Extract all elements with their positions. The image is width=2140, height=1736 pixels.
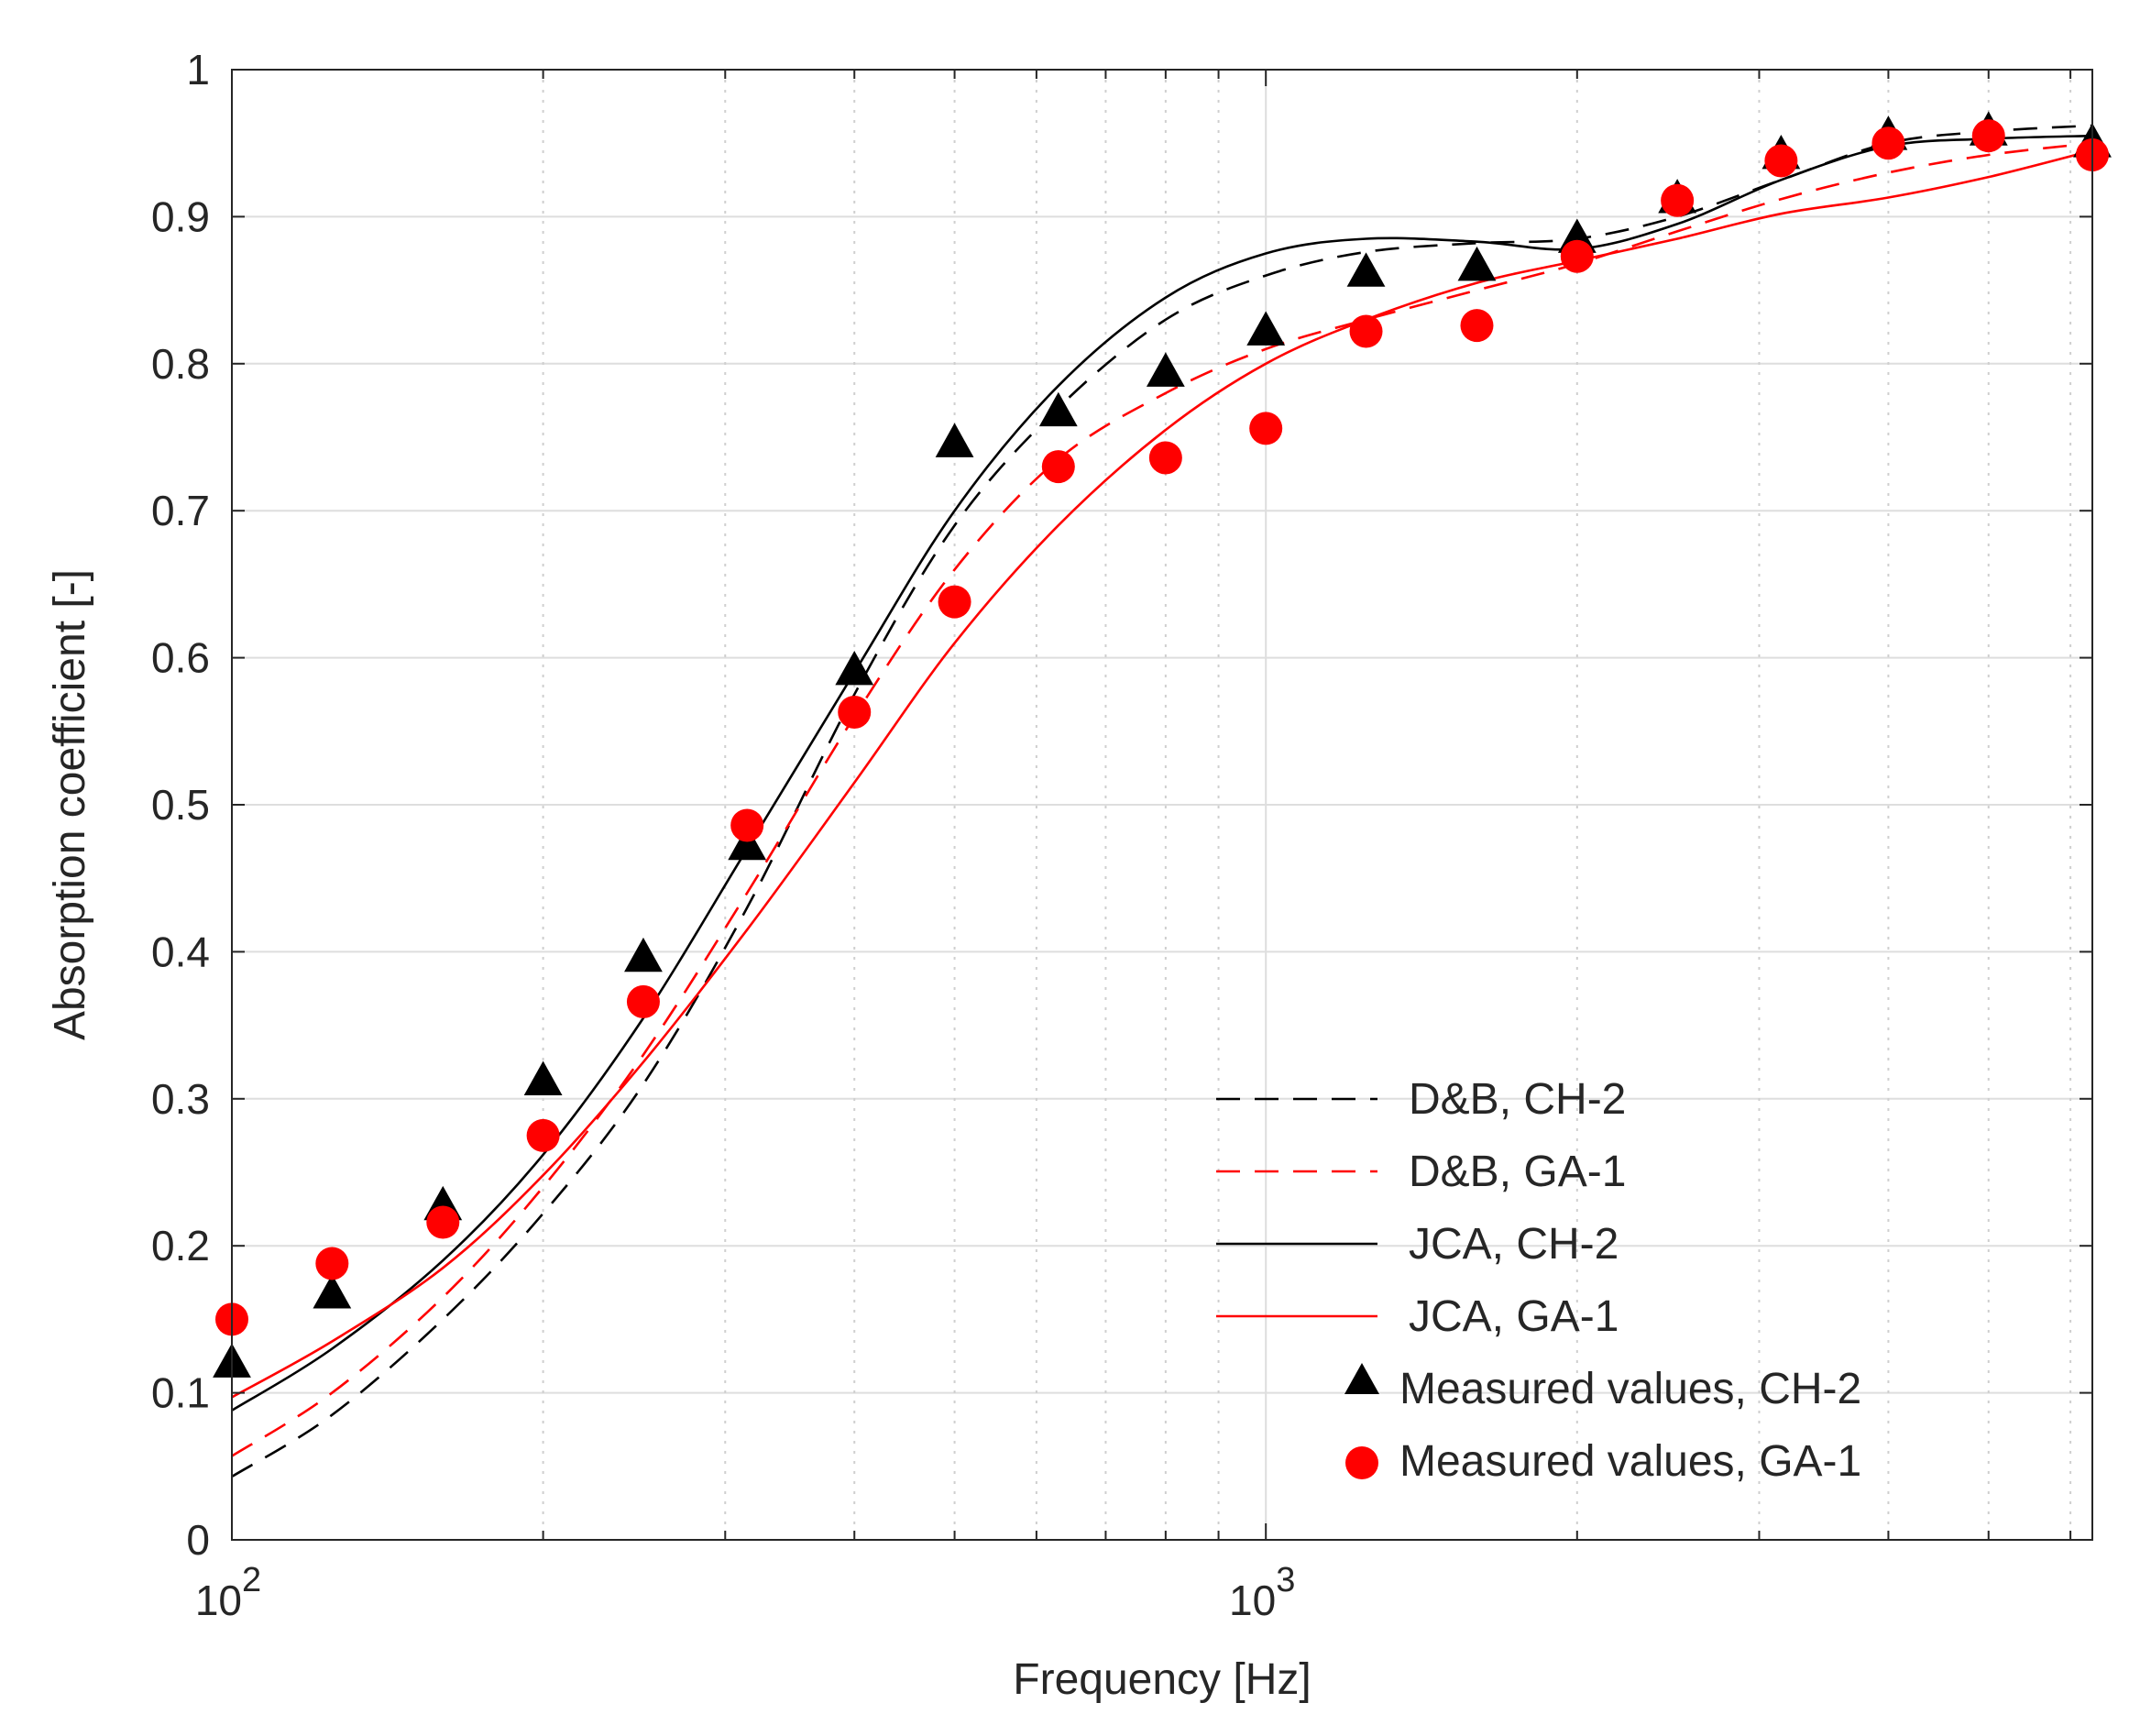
- legend-swatch-measured-values-ch-2: [1344, 1363, 1379, 1394]
- legend-label-d-b-ga-1: D&B, GA-1: [1409, 1148, 1626, 1196]
- y-tick-label: 0.4: [151, 928, 210, 975]
- marker-measured-values-ch-2: [1457, 246, 1497, 281]
- marker-measured-values-ga-1: [526, 1118, 560, 1152]
- y-tick-label: 0.5: [151, 781, 210, 829]
- legend-label-d-b-ch-2: D&B, CH-2: [1409, 1075, 1626, 1124]
- marker-measured-values-ga-1: [1661, 183, 1695, 217]
- series-line-jca-ga-1: [231, 148, 2093, 1399]
- marker-measured-values-ga-1: [1249, 412, 1283, 445]
- y-tick-label: 1: [186, 46, 210, 93]
- marker-measured-values-ch-2: [1038, 391, 1078, 427]
- y-tick-label: 0.1: [151, 1369, 210, 1417]
- marker-measured-values-ga-1: [1349, 314, 1383, 348]
- marker-measured-values-ga-1: [1148, 441, 1182, 475]
- y-tick-label: 0.8: [151, 340, 210, 388]
- legend: D&B, CH-2 D&B, GA-1 JCA, CH-2 JCA, GA-1 Meas…: [1216, 1075, 1861, 1486]
- y-tick-label: 0.9: [151, 192, 210, 240]
- x-tick-label: 103: [1229, 1561, 1295, 1624]
- marker-measured-values-ga-1: [1871, 126, 1905, 160]
- y-tick-label: 0.6: [151, 634, 210, 682]
- series-line-d-b-ch-2: [231, 124, 2093, 1478]
- marker-measured-values-ch-2: [523, 1060, 563, 1095]
- y-tick-label: 0.3: [151, 1075, 210, 1123]
- marker-measured-values-ga-1: [1971, 119, 2005, 153]
- legend-swatch-measured-values-ga-1: [1345, 1446, 1378, 1479]
- legend-label-jca-ga-1: JCA, GA-1: [1409, 1292, 1619, 1341]
- grid-layer: [232, 69, 2092, 1541]
- axis-ticks: 0 0.1 0.2 0.3 0.4 0.5 0.6 0.7 0.8 0.9 1 102 103: [151, 46, 2092, 1624]
- marker-measured-values-ch-2: [1246, 311, 1286, 346]
- y-tick-label: 0: [186, 1516, 210, 1564]
- x-tick-label: 102: [195, 1561, 261, 1624]
- x-axis-label: Frequency [Hz]: [1013, 1655, 1311, 1704]
- marker-measured-values-ga-1: [838, 695, 872, 729]
- marker-measured-values-ch-2: [835, 651, 874, 686]
- marker-measured-values-ch-2: [1146, 352, 1185, 387]
- legend-label-jca-ch-2: JCA, CH-2: [1409, 1220, 1619, 1269]
- marker-measured-values-ga-1: [938, 585, 971, 619]
- series-line-jca-ch-2: [231, 134, 2093, 1412]
- series-markers: [213, 111, 2112, 1378]
- marker-measured-values-ga-1: [1560, 239, 1594, 273]
- y-axis-label: Absorption coefficient [-]: [46, 569, 94, 1040]
- legend-label-measured-values-ga-1: Measured values, GA-1: [1399, 1437, 1861, 1486]
- marker-measured-values-ga-1: [1764, 144, 1798, 178]
- marker-measured-values-ch-2: [1346, 252, 1386, 287]
- marker-measured-values-ga-1: [315, 1247, 349, 1280]
- legend-label-measured-values-ch-2: Measured values, CH-2: [1399, 1365, 1861, 1413]
- y-tick-label: 0.2: [151, 1222, 210, 1269]
- marker-measured-values-ch-2: [935, 423, 974, 457]
- marker-measured-values-ch-2: [624, 937, 663, 972]
- marker-measured-values-ch-2: [728, 825, 767, 861]
- marker-measured-values-ch-2: [313, 1274, 352, 1309]
- marker-measured-values-ga-1: [426, 1205, 460, 1239]
- y-tick-label: 0.7: [151, 487, 210, 534]
- marker-measured-values-ga-1: [1460, 309, 1494, 343]
- series-line-d-b-ga-1: [231, 141, 2093, 1457]
- series-lines: [231, 124, 2093, 1478]
- marker-measured-values-ga-1: [626, 984, 660, 1018]
- marker-measured-values-ga-1: [1041, 450, 1075, 484]
- marker-measured-values-ga-1: [730, 808, 764, 842]
